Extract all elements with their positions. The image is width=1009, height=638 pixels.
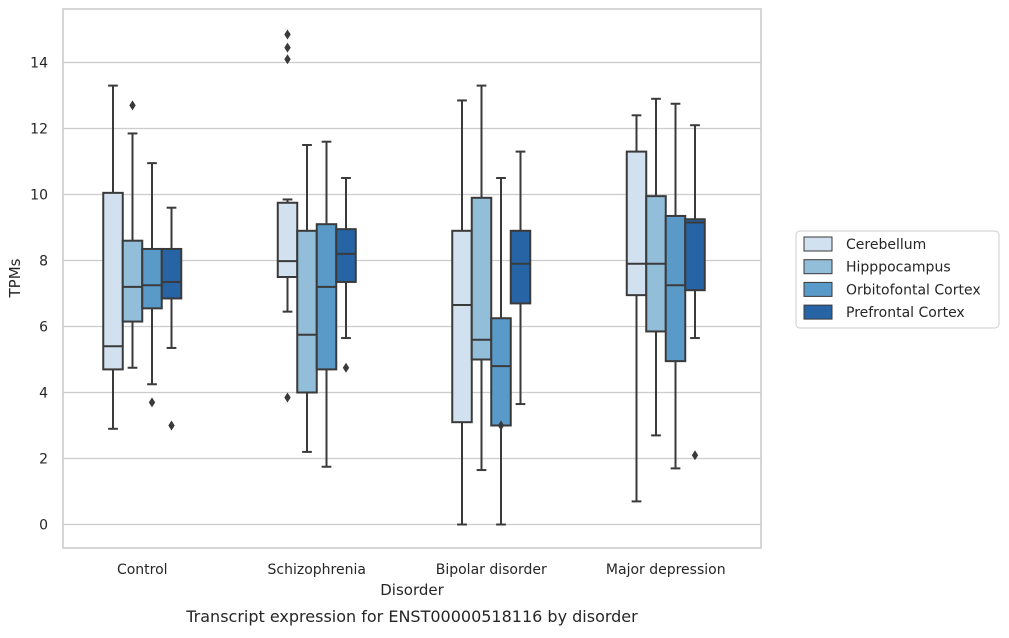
y-tick-label: 14 (30, 56, 48, 72)
x-tick-label: Schizophrenia (268, 562, 366, 578)
legend-swatch (803, 259, 833, 275)
box-1-2 (276, 29, 299, 403)
box-body (664, 214, 687, 363)
legend-label: Cerebellum (846, 237, 926, 253)
box-3-1 (141, 162, 163, 408)
y-tick-label: 2 (39, 452, 48, 468)
y-tick-label: 6 (39, 320, 48, 336)
outlier-point (284, 42, 291, 53)
legend-item: Orbitofontal Cortex (803, 281, 981, 298)
x-tick-labels: Control Schizophrenia Bipolar disorder Majo… (117, 562, 726, 578)
x-tick-label: Control (117, 562, 168, 578)
box-3-2 (315, 140, 338, 468)
box-body (315, 223, 338, 371)
box-2-3 (470, 84, 493, 472)
box-body (470, 196, 493, 361)
legend: Cerebellum Hipppocampus Orbitofontal Corte… (795, 230, 1000, 329)
outlier-point (342, 362, 350, 373)
y-tick-labels: 0 2 4 6 8 10 12 14 (30, 56, 48, 534)
outlier-point (284, 54, 291, 65)
box-body (684, 218, 706, 292)
legend-label: Orbitofontal Cortex (846, 282, 981, 298)
box-4-2 (335, 177, 357, 373)
box-body (335, 228, 357, 283)
legend-item: Prefrontal Cortex (803, 304, 965, 321)
x-tick-label: Major depression (606, 562, 726, 578)
legend-swatch (803, 281, 833, 297)
box-body (121, 239, 144, 323)
box-3-4 (664, 102, 687, 470)
y-axis-label: TPMs (6, 258, 24, 298)
legend-label: Prefrontal Cortex (846, 305, 965, 321)
box-body (490, 317, 512, 427)
box-body (625, 150, 648, 297)
outlier-point (497, 420, 505, 431)
y-tick-label: 12 (30, 122, 48, 138)
y-tick-label: 0 (39, 518, 48, 534)
gridlines (63, 61, 761, 526)
box-body (276, 201, 299, 278)
outlier-point (284, 29, 291, 40)
outlier-point (148, 397, 156, 408)
outlier-point (284, 392, 291, 403)
box-body (296, 229, 318, 394)
box-2-1 (121, 100, 144, 369)
box-4-3 (509, 150, 532, 406)
box-4-4 (684, 124, 706, 461)
outlier-point (691, 450, 699, 461)
legend-item: Cerebellum (803, 236, 926, 253)
chart-caption: Transcript expression for ENST0000051811… (185, 607, 638, 626)
box-body (451, 229, 473, 424)
x-tick-label: Bipolar disorder (436, 562, 547, 578)
box-body (141, 247, 163, 310)
box-body (160, 247, 183, 300)
legend-frame (795, 230, 1000, 329)
outlier-point (129, 100, 136, 111)
boxes (102, 29, 706, 526)
box-3-3 (490, 177, 512, 526)
plot-frame (62, 8, 762, 549)
y-tick-label: 8 (39, 254, 48, 270)
box-body (102, 191, 124, 371)
y-tick-label: 10 (30, 188, 48, 204)
legend-item: Hipppocampus (803, 259, 951, 276)
outlier-point (168, 420, 175, 431)
box-2-4 (645, 97, 667, 437)
legend-swatch (803, 304, 833, 320)
legend-label: Hipppocampus (846, 260, 951, 276)
legend-swatch (803, 236, 833, 252)
box-1-3 (451, 99, 473, 526)
box-1-4 (625, 114, 648, 503)
y-tick-label: 4 (39, 386, 48, 402)
box-body (509, 229, 532, 305)
x-axis-label: Disorder (380, 581, 444, 599)
box-4-1 (160, 206, 183, 431)
box-1-1 (102, 84, 124, 430)
